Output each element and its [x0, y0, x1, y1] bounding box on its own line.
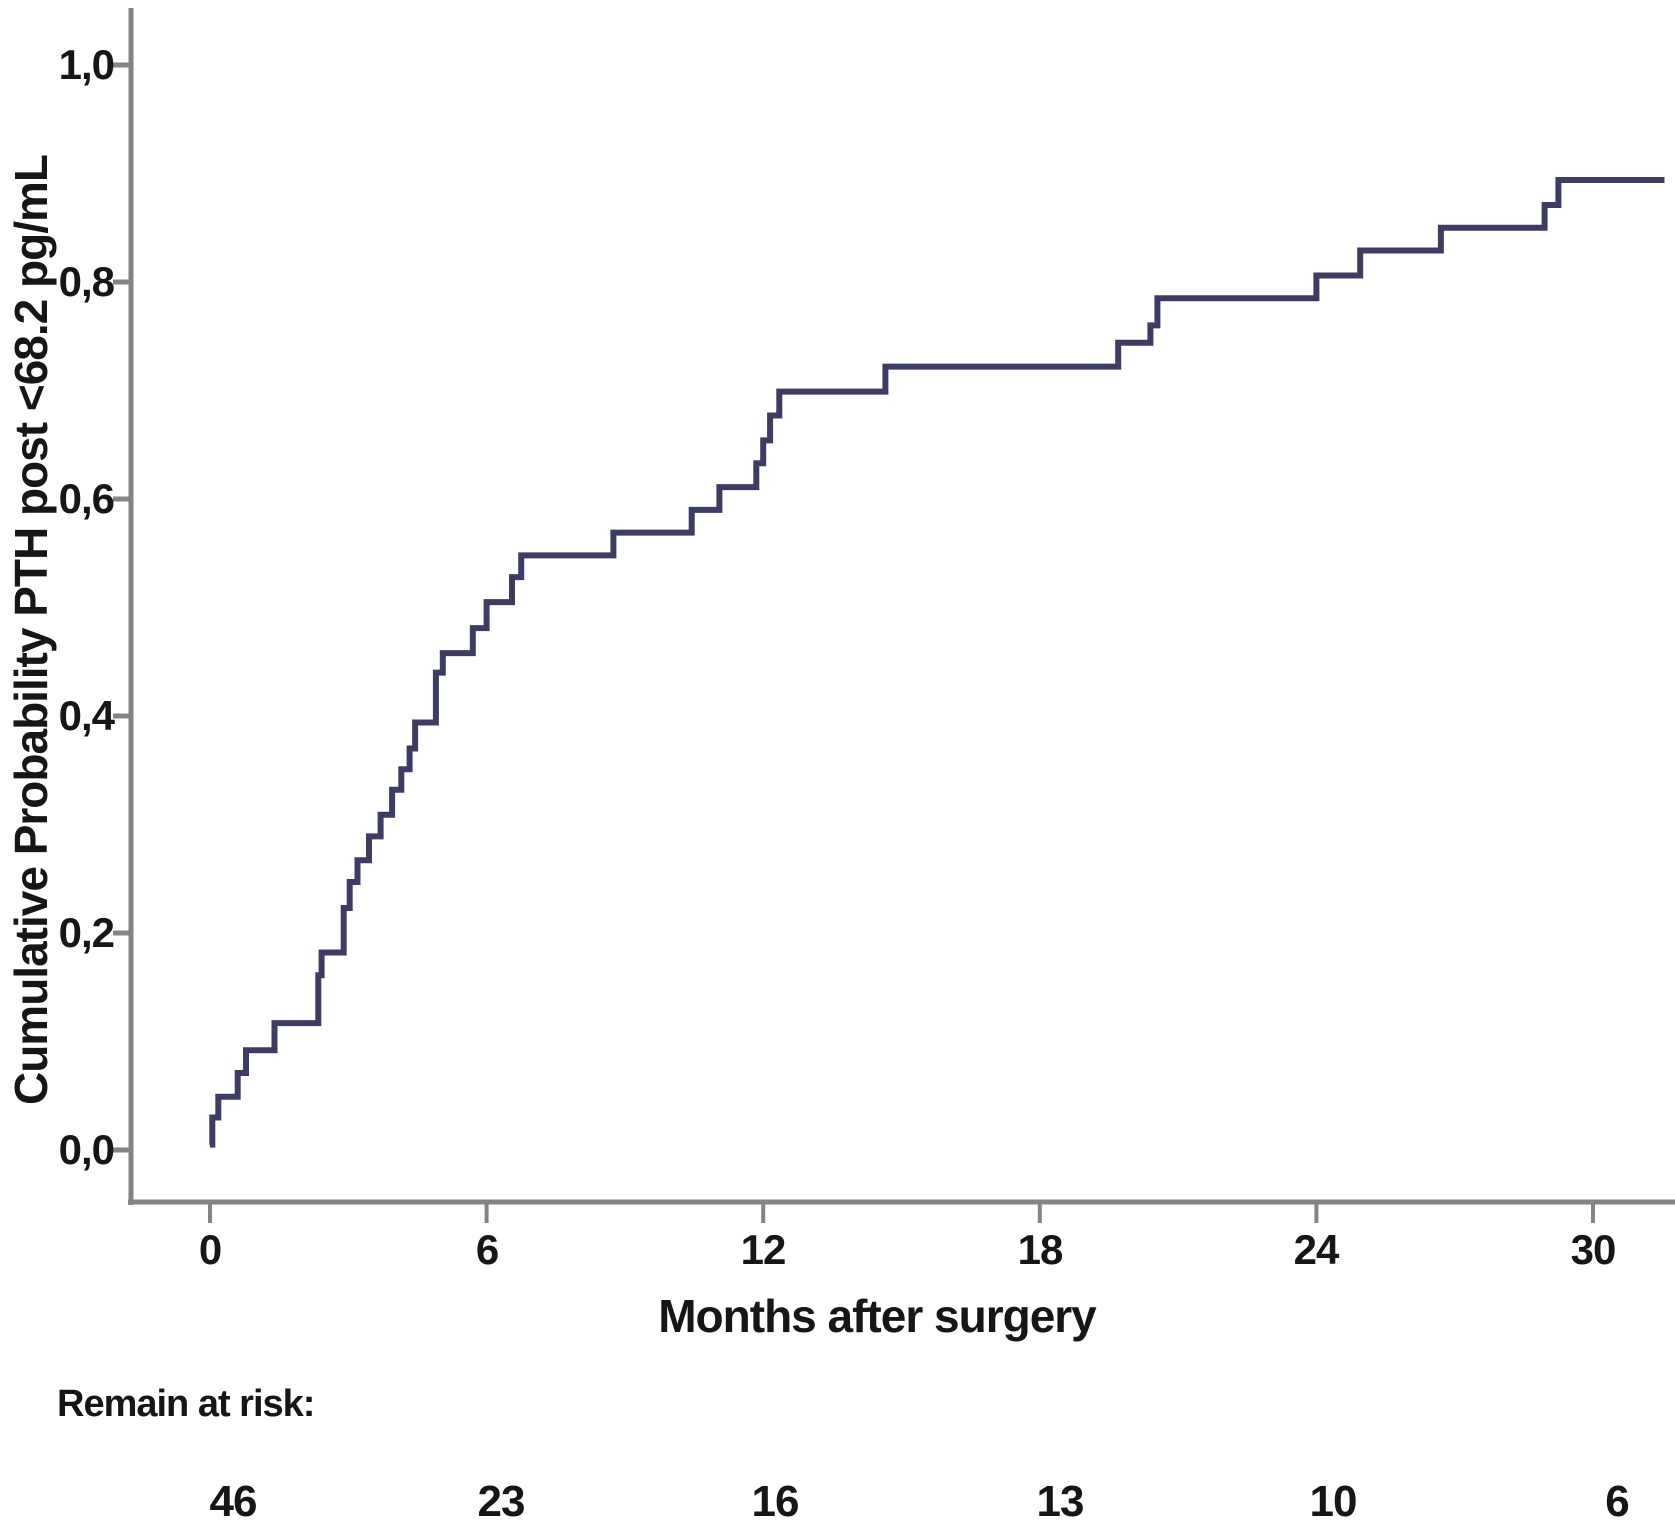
tick-marks — [113, 62, 1595, 1223]
y-tick-label-0.2: 0,2 — [58, 909, 115, 956]
x-axis-title: Months after surgery — [658, 1290, 1097, 1342]
y-tick-label-0.8: 0,8 — [58, 258, 115, 305]
risk-count-month-18: 13 — [1036, 1477, 1085, 1526]
risk-count-month-12: 16 — [751, 1477, 800, 1526]
risk-count-month-6: 23 — [477, 1477, 526, 1526]
y-tick-label-0.6: 0,6 — [58, 475, 115, 522]
y-tick-label-0.4: 0,4 — [58, 692, 115, 739]
x-tick-label-30: 30 — [1570, 1226, 1617, 1273]
risk-table-label: Remain at risk: — [57, 1383, 315, 1425]
y-tick-label-0.0: 0,0 — [58, 1126, 115, 1173]
axes — [128, 8, 1675, 1205]
km-step-curve — [209, 177, 1665, 1148]
risk-count-month-0: 46 — [209, 1477, 258, 1526]
x-tick-label-6: 6 — [475, 1226, 499, 1273]
x-tick-label-12: 12 — [740, 1226, 787, 1273]
x-tick-label-18: 18 — [1017, 1226, 1064, 1273]
x-tick-label-0: 0 — [198, 1226, 222, 1273]
risk-count-month-30: 6 — [1605, 1477, 1629, 1526]
risk-count-month-24: 10 — [1309, 1477, 1358, 1526]
x-tick-label-24: 24 — [1293, 1226, 1340, 1273]
y-axis-title: Cumulative Probability PTH post <68.2 pg… — [5, 154, 57, 1106]
y-tick-label-1.0: 1,0 — [58, 41, 115, 88]
